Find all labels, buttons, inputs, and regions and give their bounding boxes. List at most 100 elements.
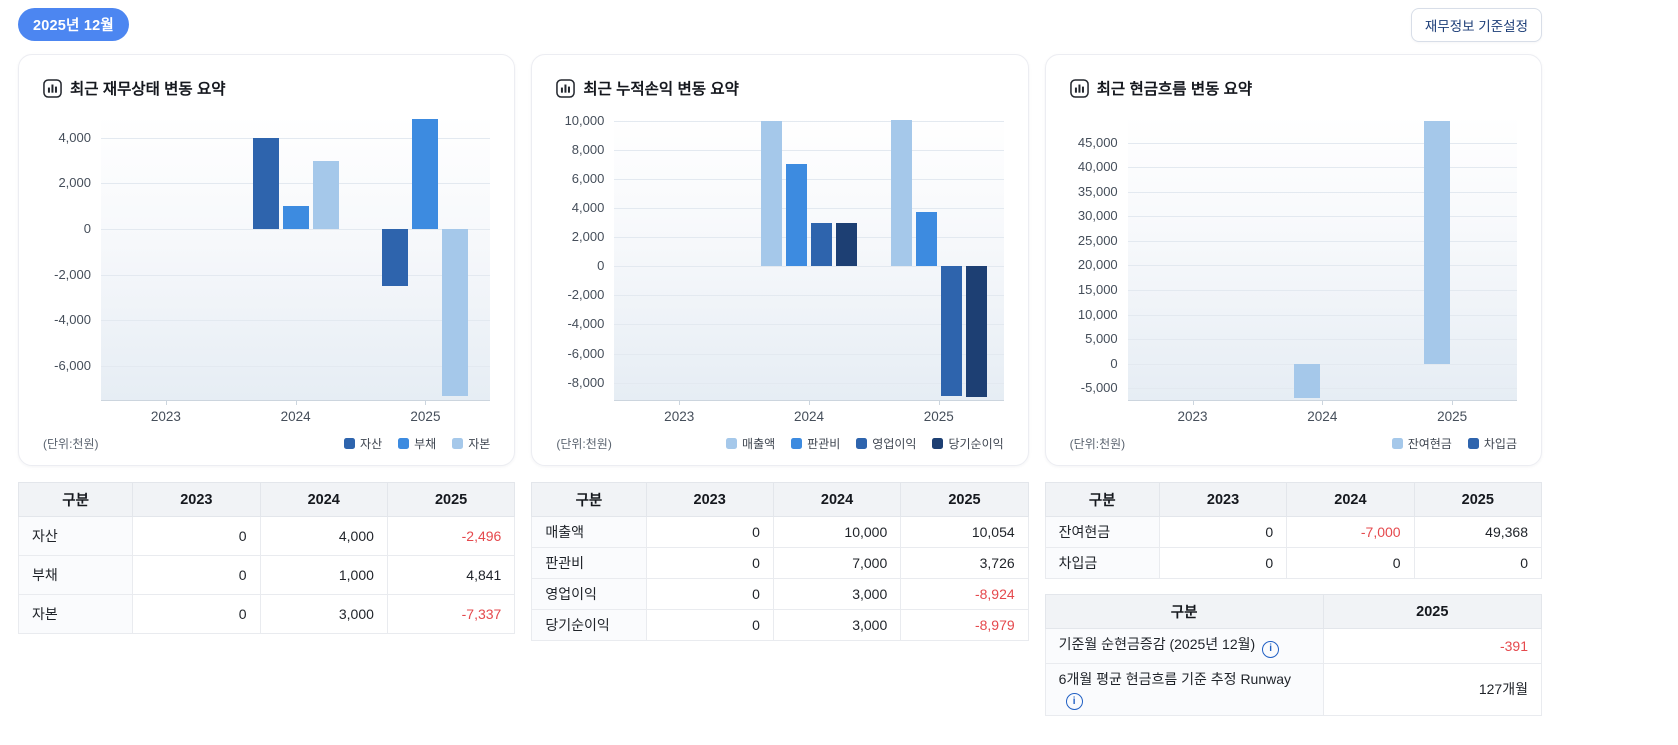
legend-item[interactable]: 차입금 (1467, 435, 1517, 452)
y-tick-label: 35,000 (1077, 183, 1118, 199)
legend-swatch (1391, 437, 1403, 449)
bar-자본 (312, 160, 339, 229)
dashboard: 2025년 12월 재무정보 기준설정 최근 재무상태 변동 요약 4,000 2… (17, 8, 1542, 716)
gridline (1127, 363, 1517, 365)
y-tick-label: 2,000 (571, 229, 605, 245)
bar-chart-icon (1069, 78, 1089, 98)
cell-value: 0 (1158, 547, 1288, 579)
y-axis-labels: 45,000 40,000 35,000 30,000 25,000 20,000 15,0… (1070, 115, 1128, 400)
gridline (614, 120, 1004, 122)
legend-item[interactable]: 잔여현금 (1391, 435, 1452, 452)
y-tick-label: 10,000 (1077, 306, 1118, 322)
x-tick-mark (1452, 400, 1454, 405)
bar-당기순이익 (965, 266, 987, 397)
column-header: 2024 (259, 482, 388, 517)
chart-legend: 매출액 판관비 영업이익 당기순이익 (726, 435, 1004, 452)
legend-item[interactable]: 판관비 (791, 435, 840, 452)
bar-매출액 (760, 120, 782, 267)
y-tick-label: 45,000 (1077, 134, 1118, 150)
top-bar: 2025년 12월 재무정보 기준설정 (18, 8, 1542, 44)
legend-item[interactable]: 자본 (452, 435, 490, 452)
x-tick-mark (808, 400, 810, 405)
bar-매출액 (890, 120, 912, 267)
table-header-row: 구분 2025 (1044, 594, 1542, 629)
y-tick-label: -5,000 (1080, 380, 1118, 396)
x-tick-label: 2024 (793, 409, 825, 424)
legend-item[interactable]: 부채 (398, 435, 436, 452)
unit-label: (단위:천원) (556, 436, 612, 451)
legend-swatch (726, 437, 738, 449)
row-label: 차입금 (1044, 547, 1160, 579)
x-tick-label: 2025 (410, 409, 441, 424)
x-tick-label: 2024 (280, 409, 311, 424)
gridline (1127, 314, 1517, 316)
gridline (614, 149, 1004, 151)
y-tick-label: 0 (597, 258, 605, 274)
legend-label: 당기순이익 (948, 436, 1004, 451)
cell-value: 4,000 (259, 516, 388, 556)
card-title-financial-status: 최근 재무상태 변동 요약 (43, 77, 490, 99)
legend-item[interactable]: 자산 (344, 435, 382, 452)
chart-title: 최근 누적손익 변동 요약 (583, 81, 739, 98)
legend-item[interactable]: 매출액 (726, 435, 775, 452)
gridline (101, 320, 491, 322)
card-financial-status: 최근 재무상태 변동 요약 4,000 2,000 0 -2,000 -4,000 -6,… (18, 54, 516, 466)
legend-label: 매출액 (742, 436, 776, 451)
table-row: 판관비 0 7,000 3,726 (531, 547, 1029, 579)
cell-value: 0 (645, 609, 774, 641)
chart-title: 최근 재무상태 변동 요약 (70, 81, 226, 98)
card-profit-loss: 최근 누적손익 변동 요약 10,000 8,000 6,000 4,000 2,000… (531, 54, 1029, 466)
gridline (1127, 216, 1517, 218)
table-row: 자산 0 4,000 -2,496 (17, 516, 516, 556)
cell-value: 0 (1286, 547, 1415, 579)
x-axis-labels: 2023 2024 2025 (101, 401, 490, 427)
cell-value: 127개월 (1322, 662, 1542, 716)
y-tick-label: -6,000 (54, 357, 91, 373)
table-row: 잔여현금 0 -7,000 49,368 (1044, 516, 1542, 548)
gridline (1127, 191, 1517, 193)
y-tick-label: -2,000 (567, 287, 605, 303)
y-axis-labels: 10,000 8,000 6,000 4,000 2,000 0 -2,000 -4,000 -… (556, 113, 614, 400)
gridline (1127, 388, 1517, 390)
column-header: 2024 (772, 482, 902, 517)
legend-swatch (856, 437, 868, 449)
y-tick-label: -6,000 (567, 345, 605, 361)
table-row: 영업이익 0 3,000 -8,924 (531, 578, 1029, 610)
info-icon[interactable]: i (1065, 693, 1083, 710)
chart-legend: 자산 부채 자본 (344, 435, 490, 452)
legend-swatch (1467, 437, 1479, 449)
legend-swatch (791, 437, 803, 449)
cell-value: -391 (1322, 628, 1542, 664)
legend-item[interactable]: 당기순이익 (932, 435, 1004, 452)
cell-value: 0 (132, 594, 261, 634)
tables-row: 구분 2023 2024 2025 자산 0 4,000 -2,496 부채 0 1,000 4,84… (17, 482, 1542, 716)
profit-loss-chart: 10,000 8,000 6,000 4,000 2,000 0 -2,000 -4,000 -… (556, 113, 1004, 453)
info-icon[interactable]: i (1262, 640, 1280, 658)
y-tick-label: 8,000 (571, 141, 605, 157)
column-header: 2025 (1413, 482, 1542, 517)
gridline (1127, 240, 1517, 242)
x-tick-mark (295, 400, 297, 405)
row-label: 6개월 평균 현금흐름 기준 추정 Runwayi (1044, 662, 1324, 716)
gridline (614, 208, 1004, 210)
gridline (614, 266, 1004, 268)
legend-item[interactable]: 영업이익 (856, 435, 916, 452)
table-header-row: 구분 2023 2024 2025 (531, 482, 1029, 517)
card-cash-flow: 최근 현금흐름 변동 요약 45,000 40,000 35,000 30,000 25… (1044, 54, 1542, 466)
cell-value: -8,924 (900, 578, 1029, 610)
bar-chart-icon (43, 78, 62, 98)
bar-자본 (442, 229, 469, 397)
financial-status-chart: 4,000 2,000 0 -2,000 -4,000 -6,000 2023 2024 20… (43, 115, 491, 453)
column-header: 2023 (132, 482, 261, 517)
table-header-row: 구분 2023 2024 2025 (1044, 482, 1542, 517)
cell-value: 10,054 (900, 516, 1029, 548)
financial-settings-button[interactable]: 재무정보 기준설정 (1410, 8, 1542, 42)
bar-잔여현금 (1294, 363, 1321, 398)
y-tick-label: 5,000 (1085, 331, 1118, 347)
cell-value: 0 (645, 547, 774, 579)
y-tick-label: 4,000 (58, 129, 91, 145)
row-label: 잔여현금 (1044, 516, 1160, 548)
gridline (1127, 265, 1517, 267)
cell-value: 7,000 (772, 547, 902, 579)
cell-value: 1,000 (259, 555, 388, 595)
